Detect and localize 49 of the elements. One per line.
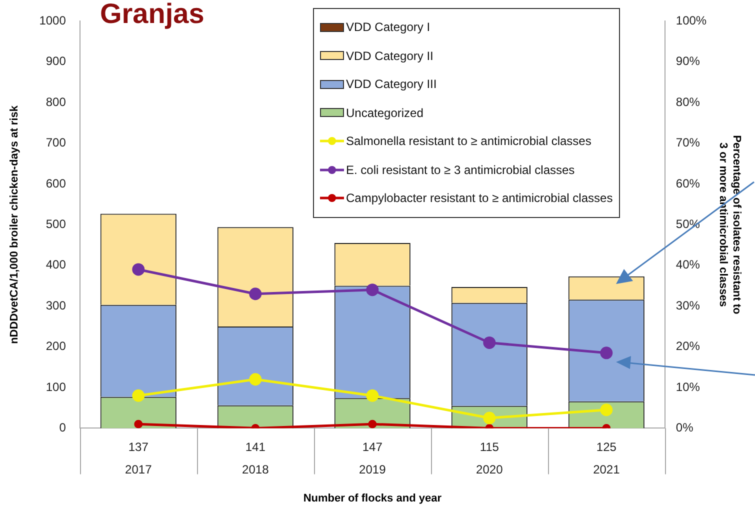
y2-tick-label: 70% bbox=[676, 136, 700, 150]
point bbox=[249, 373, 262, 386]
y2-tick-label: 20% bbox=[676, 339, 700, 354]
point bbox=[600, 346, 613, 360]
legend-label: VDD Category III bbox=[346, 77, 437, 92]
y-tick-label: 300 bbox=[46, 298, 66, 312]
point bbox=[366, 389, 379, 402]
y2-tick-label: 30% bbox=[676, 298, 700, 312]
x-axis-title: Number of flocks and year bbox=[303, 492, 442, 504]
y2-tick-label: 0% bbox=[676, 420, 694, 435]
y2-tick-label: 90% bbox=[676, 54, 700, 68]
point bbox=[483, 412, 496, 424]
y-tick-label: 1000 bbox=[39, 14, 66, 28]
point bbox=[366, 284, 379, 296]
y-tick-label: 800 bbox=[46, 94, 66, 109]
point bbox=[600, 404, 613, 416]
legend-label: Uncategorized bbox=[346, 106, 424, 120]
x-tick-label: 137 2017 bbox=[125, 440, 152, 477]
point bbox=[368, 420, 377, 428]
y2-axis-title: Percentage of isolates resistant to 3 or more antimicrobial classes bbox=[717, 135, 742, 315]
point bbox=[483, 336, 496, 349]
y-tick-label: 500 bbox=[46, 217, 66, 232]
legend-label: VDD Category II bbox=[346, 48, 434, 63]
x-tick-label: 141 2018 bbox=[242, 440, 270, 477]
point bbox=[134, 420, 143, 428]
legend-label: Salmonella resistant to ≥ antimicrobial classes bbox=[346, 134, 592, 148]
chart-title: Granjas bbox=[100, 0, 204, 30]
y2-tick-label: 10% bbox=[676, 380, 700, 394]
y-tick-label: 600 bbox=[46, 176, 66, 190]
point bbox=[249, 288, 262, 300]
point bbox=[132, 389, 145, 402]
x-tick-label: 125 2021 bbox=[593, 440, 620, 477]
y-tick-label: 100 bbox=[46, 380, 66, 394]
y2-tick-label: 60% bbox=[676, 176, 700, 190]
legend-label: Campylobacter resistant to ≥ antimicrobial classes bbox=[346, 191, 613, 206]
x-tick-label: 147 2019 bbox=[359, 440, 386, 477]
y2-tick-label: 100% bbox=[676, 14, 707, 28]
legend-label: E. coli resistant to ≥ 3 antimicrobial classes bbox=[346, 162, 575, 177]
y-tick-label: 400 bbox=[46, 258, 66, 272]
y-tick-label: 900 bbox=[46, 54, 66, 68]
y-tick-label: 700 bbox=[46, 136, 66, 150]
y2-tick-label: 80% bbox=[676, 94, 700, 109]
y-axis-title: nDDDvetCA/1,000 broiler chicken-days at risk bbox=[8, 104, 21, 344]
legend-label: VDD Category I bbox=[346, 20, 430, 34]
point bbox=[132, 263, 145, 276]
y-tick-label: 200 bbox=[46, 339, 66, 354]
x-tick-label: 115 2020 bbox=[476, 440, 504, 477]
y2-tick-label: 40% bbox=[676, 258, 700, 272]
y-tick-label: 0 bbox=[59, 420, 66, 435]
